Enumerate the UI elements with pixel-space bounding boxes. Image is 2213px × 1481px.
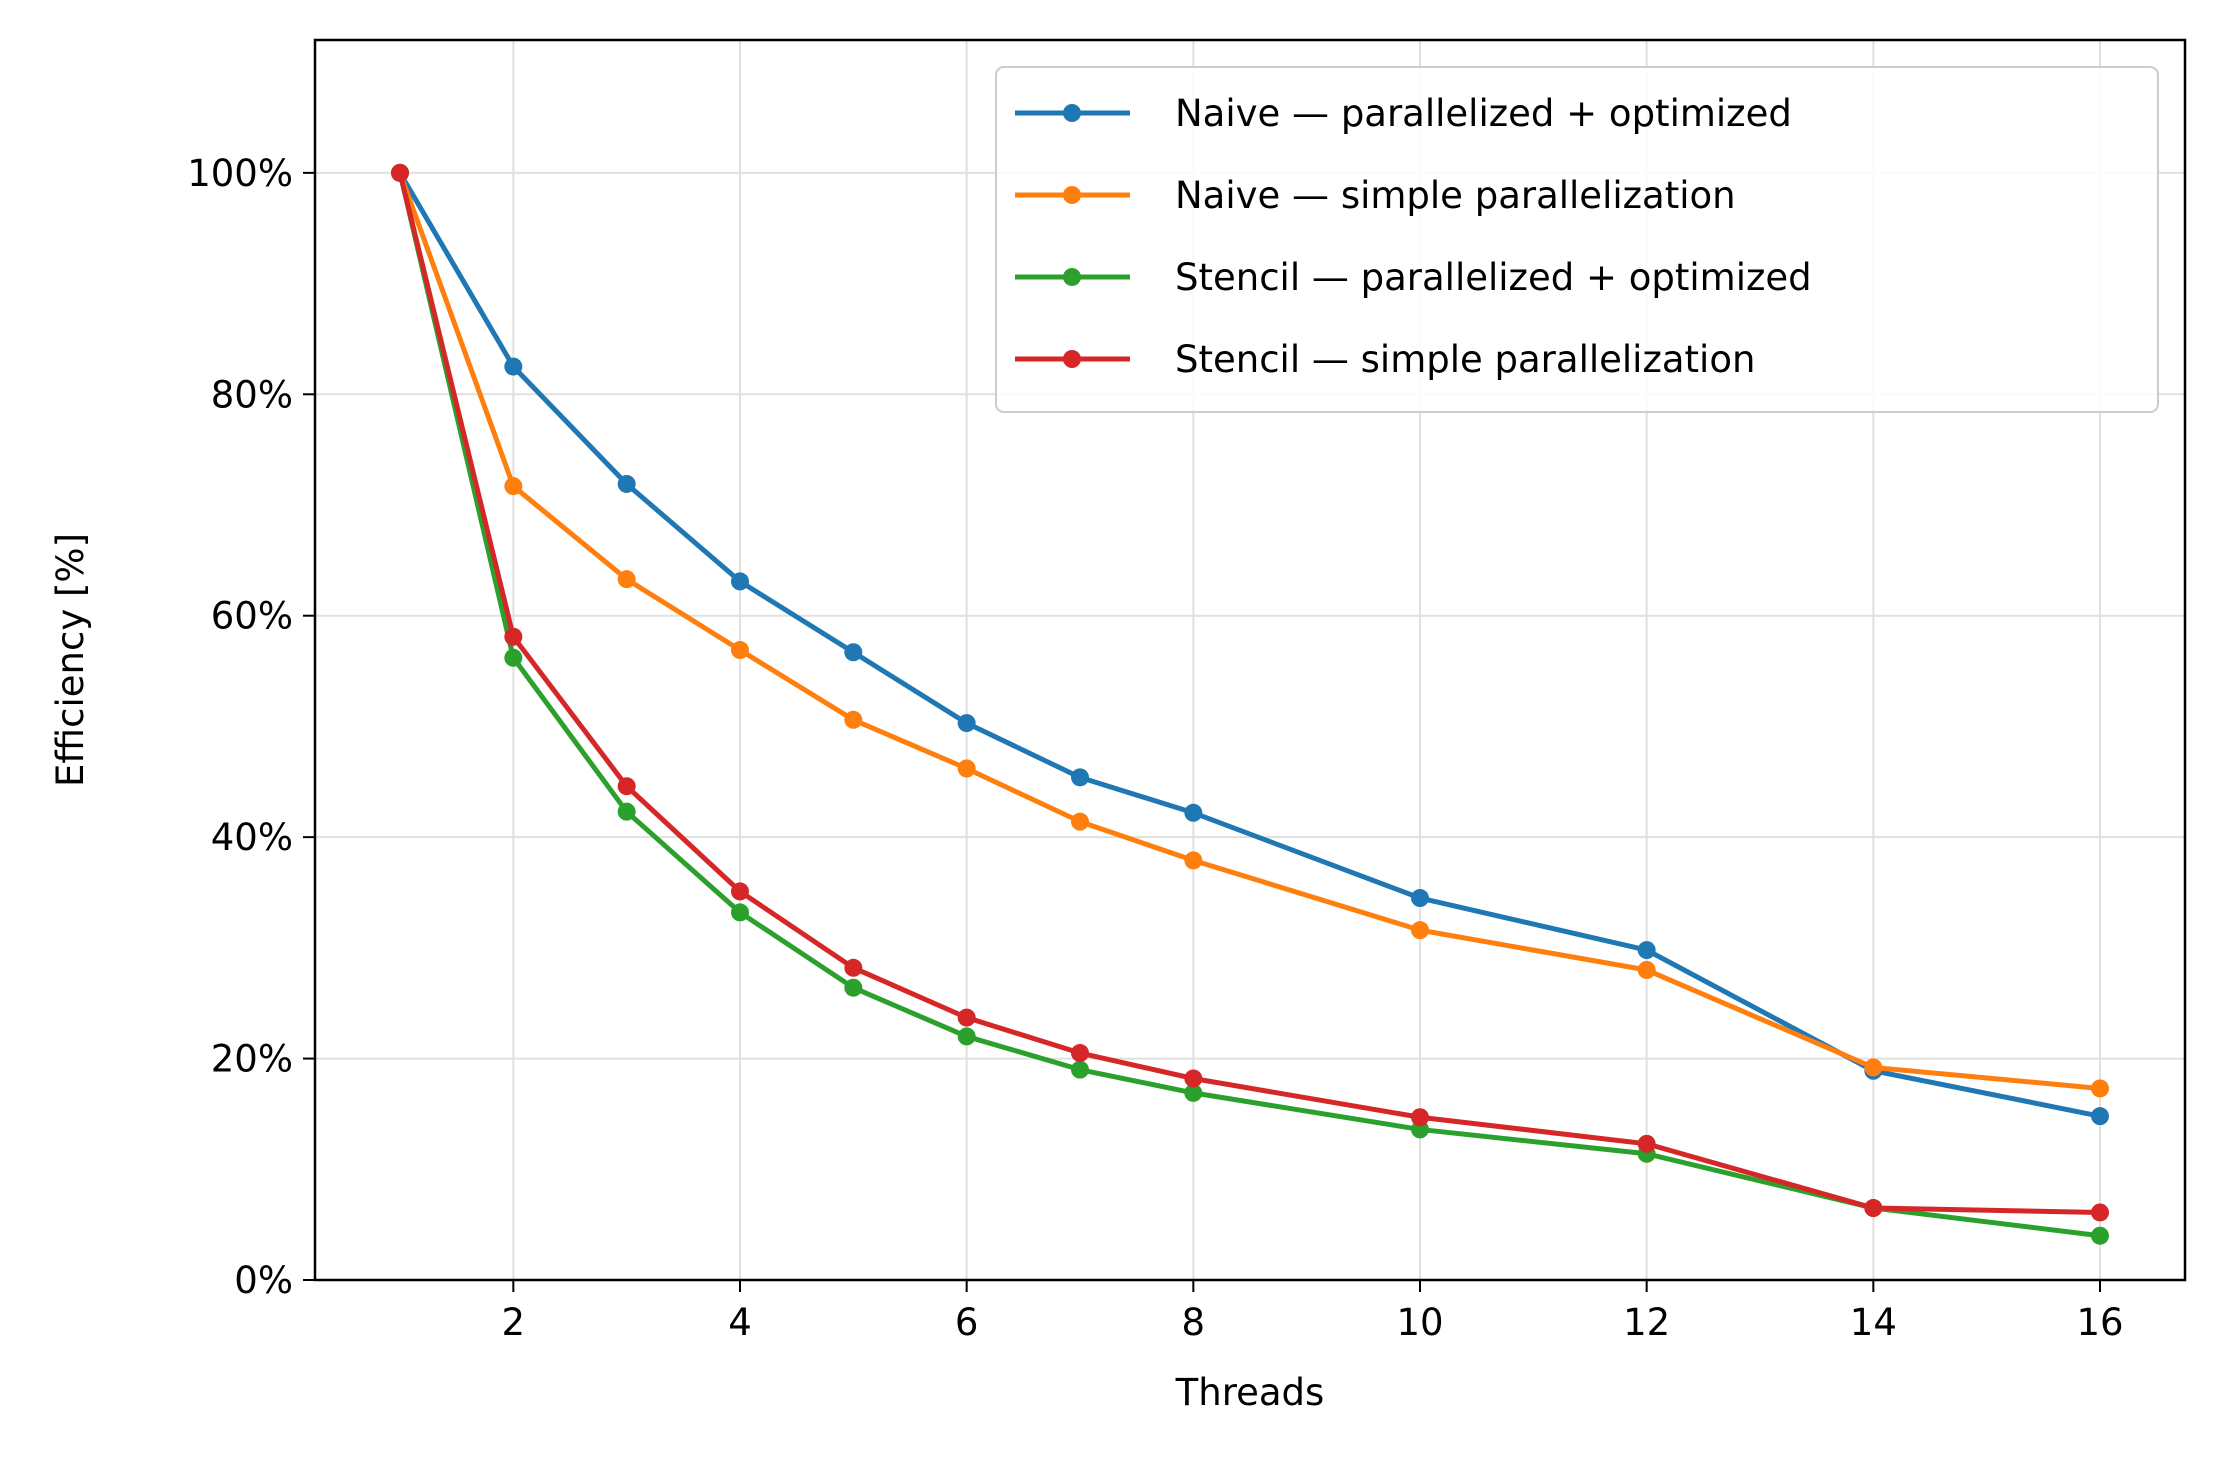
data-point [1637,941,1656,960]
data-point [957,1008,976,1027]
data-point [1071,812,1089,831]
y-tick-label: 20% [211,1038,293,1081]
data-point [844,643,863,662]
data-point [391,163,409,182]
data-point [1071,1044,1089,1063]
x-tick-label: 8 [1182,1301,1206,1344]
series-line [397,172,2101,1091]
data-point [957,714,976,733]
y-tick-label: 60% [211,595,293,638]
legend-label: Naive — parallelized + optimized [1175,92,1792,135]
series-layer [391,163,2109,1245]
legend-entry: Naive — parallelized + optimized [1015,92,1792,135]
data-point [957,1027,976,1046]
data-point [1071,768,1089,787]
plot-area-frame [313,38,2187,1282]
legend-marker [1063,268,1081,286]
x-axis-label: Threads [1175,1371,1325,1414]
data-point [731,572,749,591]
data-point [2091,1203,2109,1222]
data-point [1411,921,1429,940]
legend: Naive — parallelized + optimized Naive — … [995,66,2159,413]
data-point [731,641,749,660]
data-point [957,759,976,778]
y-axis-label: Efficiency [%] [49,533,92,787]
data-point [1411,889,1429,908]
data-point [844,958,863,977]
data-point [2091,1079,2109,1098]
data-point [1184,1083,1203,1102]
data-point [1637,961,1656,979]
data-point [2091,1226,2109,1245]
y-tick-label: 0% [234,1259,293,1302]
data-point [1864,1199,1883,1218]
x-tick-label: 4 [728,1301,752,1344]
series-line [397,171,2101,1119]
data-point [504,627,523,646]
legend-entry: Naive — simple parallelization [1015,174,1736,217]
x-tick-label: 16 [2076,1301,2123,1344]
x-tick-label: 2 [502,1301,526,1344]
legend-marker [1063,186,1081,204]
data-point [2091,1107,2109,1126]
series-line [397,172,2101,1239]
data-point [844,978,863,997]
data-point [1411,1108,1429,1127]
data-point [731,882,749,901]
x-tick-label: 14 [1850,1301,1897,1344]
data-point [1184,803,1203,822]
data-point [617,570,636,589]
data-point [504,648,523,667]
legend-entry: Stencil — simple parallelization [1015,338,1755,381]
legend-label: Naive — simple parallelization [1175,174,1736,217]
data-point [504,357,523,376]
data-point [1071,1060,1089,1079]
data-point [617,474,636,493]
series-line [397,172,2101,1215]
x-tick-label: 10 [1396,1301,1443,1344]
x-tick-label: 6 [955,1301,979,1344]
legend-marker [1063,350,1081,368]
data-point [1184,851,1203,870]
legend-box [995,66,2159,413]
y-tick-label: 80% [211,373,293,416]
y-tick-label: 100% [187,152,293,195]
legend-label: Stencil — parallelized + optimized [1175,256,1812,299]
data-point [1864,1058,1883,1077]
data-point [617,802,636,821]
axis-ticks: 2 4 6 8 10 12 14 16 0% 20% 40% 60% 80% 100% [187,152,2123,1344]
data-point [1637,1134,1656,1153]
series-1 [391,163,2109,1098]
data-point [844,710,863,729]
legend-entry: Stencil — parallelized + optimized [1015,256,1812,299]
series-0 [391,163,2109,1126]
y-tick-label: 40% [211,816,293,859]
legend-marker [1063,104,1081,122]
data-point [731,903,749,922]
data-point [617,777,636,796]
series-3 [391,163,2109,1222]
x-tick-label: 12 [1623,1301,1670,1344]
data-point [504,477,523,496]
data-point [1184,1069,1203,1088]
legend-label: Stencil — simple parallelization [1175,338,1755,381]
